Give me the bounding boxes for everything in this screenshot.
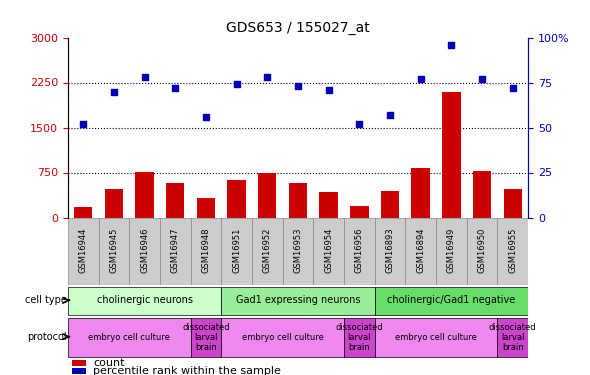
Text: GSM16953: GSM16953	[293, 228, 303, 273]
Text: GSM16952: GSM16952	[263, 228, 272, 273]
FancyBboxPatch shape	[221, 217, 252, 285]
Text: dissociated
larval
brain: dissociated larval brain	[182, 323, 230, 352]
Point	[263, 74, 272, 80]
Text: GSM16947: GSM16947	[171, 228, 180, 273]
Text: GSM16955: GSM16955	[508, 228, 517, 273]
Text: embryo cell culture: embryo cell culture	[395, 333, 477, 342]
FancyBboxPatch shape	[497, 318, 528, 357]
Bar	[319, 192, 338, 217]
Bar	[411, 168, 430, 217]
FancyBboxPatch shape	[221, 318, 344, 357]
Text: dissociated
larval
brain: dissociated larval brain	[336, 323, 383, 352]
Point	[416, 76, 425, 82]
Point	[232, 81, 241, 87]
FancyBboxPatch shape	[344, 217, 375, 285]
Point	[477, 76, 487, 82]
Bar	[74, 207, 93, 218]
Bar	[258, 173, 277, 217]
Text: GSM16954: GSM16954	[324, 228, 333, 273]
Text: dissociated
larval
brain: dissociated larval brain	[489, 323, 536, 352]
Text: GSM16949: GSM16949	[447, 228, 456, 273]
Text: embryo cell culture: embryo cell culture	[242, 333, 323, 342]
Text: GSM16950: GSM16950	[477, 228, 487, 273]
Bar	[227, 180, 246, 218]
Bar	[73, 360, 86, 366]
Text: embryo cell culture: embryo cell culture	[88, 333, 170, 342]
Point	[140, 74, 149, 80]
Point	[355, 121, 364, 127]
Text: percentile rank within the sample: percentile rank within the sample	[93, 366, 281, 375]
Text: cell type: cell type	[25, 295, 67, 305]
Text: GSM16894: GSM16894	[416, 228, 425, 273]
Bar	[350, 206, 369, 218]
FancyBboxPatch shape	[375, 217, 405, 285]
Text: cholinergic neurons: cholinergic neurons	[97, 295, 192, 305]
FancyBboxPatch shape	[375, 286, 528, 315]
Point	[109, 88, 119, 94]
Point	[171, 85, 180, 91]
FancyBboxPatch shape	[252, 217, 283, 285]
Bar	[196, 198, 215, 217]
Point	[201, 114, 211, 120]
FancyBboxPatch shape	[405, 217, 436, 285]
FancyBboxPatch shape	[283, 217, 313, 285]
FancyBboxPatch shape	[129, 217, 160, 285]
Text: cholinergic/Gad1 negative: cholinergic/Gad1 negative	[387, 295, 516, 305]
Bar	[166, 183, 185, 218]
Point	[508, 85, 517, 91]
Text: Gad1 expressing neurons: Gad1 expressing neurons	[235, 295, 360, 305]
FancyBboxPatch shape	[436, 217, 467, 285]
Text: GSM16951: GSM16951	[232, 228, 241, 273]
FancyBboxPatch shape	[375, 318, 497, 357]
FancyBboxPatch shape	[99, 217, 129, 285]
Text: GSM16944: GSM16944	[78, 228, 88, 273]
Text: GSM16945: GSM16945	[109, 228, 119, 273]
Bar	[73, 368, 86, 374]
FancyBboxPatch shape	[221, 286, 375, 315]
Point	[447, 42, 456, 48]
FancyBboxPatch shape	[191, 318, 221, 357]
Bar	[135, 172, 154, 217]
FancyBboxPatch shape	[160, 217, 191, 285]
Point	[78, 121, 88, 127]
Point	[385, 112, 395, 118]
FancyBboxPatch shape	[191, 217, 221, 285]
Text: GSM16956: GSM16956	[355, 228, 364, 273]
Text: GSM16946: GSM16946	[140, 228, 149, 273]
Title: GDS653 / 155027_at: GDS653 / 155027_at	[226, 21, 370, 35]
Text: count: count	[93, 358, 124, 368]
Text: GSM16948: GSM16948	[201, 228, 211, 273]
FancyBboxPatch shape	[68, 286, 221, 315]
Bar	[381, 191, 399, 217]
Bar	[503, 189, 522, 218]
FancyBboxPatch shape	[344, 318, 375, 357]
Bar	[104, 189, 123, 218]
FancyBboxPatch shape	[313, 217, 344, 285]
FancyBboxPatch shape	[467, 217, 497, 285]
Text: protocol: protocol	[28, 332, 67, 342]
Bar	[473, 171, 491, 217]
Text: GSM16893: GSM16893	[385, 228, 395, 273]
FancyBboxPatch shape	[68, 318, 191, 357]
FancyBboxPatch shape	[497, 217, 528, 285]
Bar	[442, 92, 461, 218]
Point	[324, 87, 333, 93]
FancyBboxPatch shape	[68, 217, 99, 285]
Point	[293, 83, 303, 89]
Bar	[289, 183, 307, 218]
